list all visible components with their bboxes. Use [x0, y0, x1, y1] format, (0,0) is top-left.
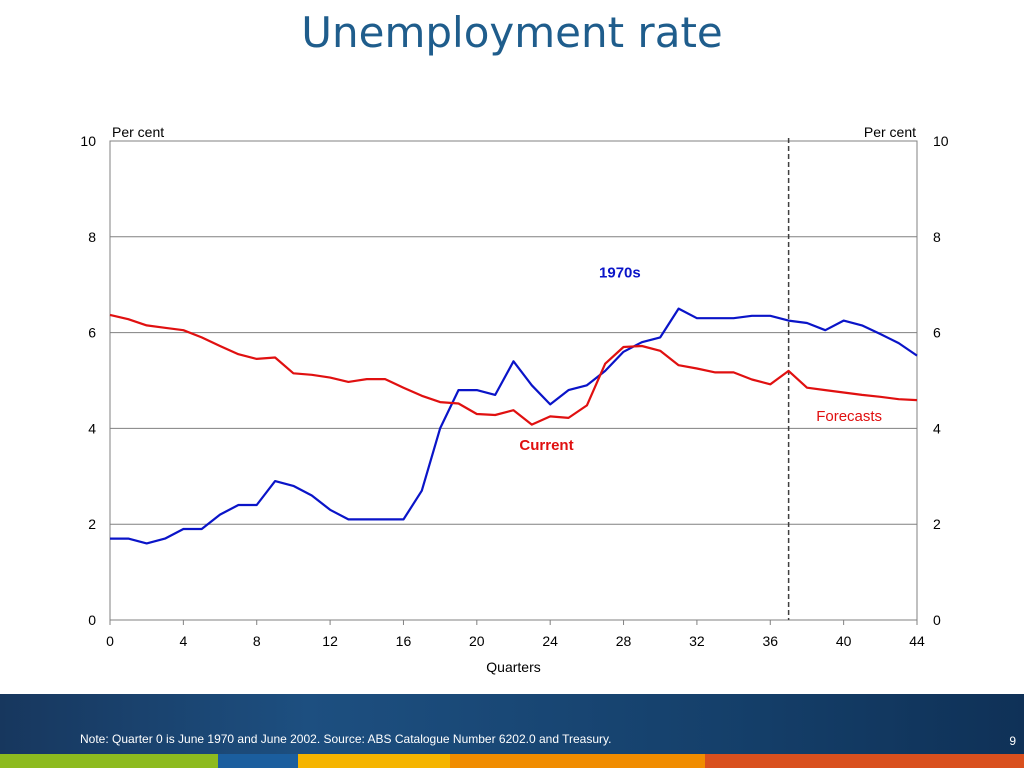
x-tick-label: 24	[542, 633, 558, 649]
stripe-segment	[450, 754, 705, 768]
series-lines	[109, 307, 918, 545]
footer-bar: Note: Quarter 0 is June 1970 and June 20…	[0, 694, 1024, 754]
y-axis-label-left: Per cent	[112, 124, 164, 140]
stripe-segment	[0, 754, 218, 768]
unemployment-line-chart: 0 02 24 46 68 810 100 4 8 12 16 20 24 28 32 36 40 44 Per …	[80, 124, 948, 675]
footer-color-stripe	[0, 754, 1024, 768]
slide-title: Unemployment rate	[301, 8, 723, 57]
x-tick-label: 20	[469, 633, 485, 649]
annotation-label: Current	[519, 437, 573, 454]
y-tick-label-right: 4	[933, 420, 941, 436]
y-axis-label-right: Per cent	[864, 124, 916, 140]
series-line-0	[110, 307, 918, 545]
y-tick-label-right: 2	[933, 516, 941, 532]
series-line-1	[109, 313, 918, 426]
x-tick-label: 32	[689, 633, 705, 649]
y-tick-label-left: 6	[88, 325, 96, 341]
x-tick-label: 12	[322, 633, 338, 649]
page-number: 9	[1009, 734, 1016, 748]
x-tick-label: 0	[106, 633, 114, 649]
y-tick-label-left: 0	[88, 612, 96, 628]
x-tick-label: 4	[179, 633, 187, 649]
y-tick-label-right: 8	[933, 229, 941, 245]
y-tick-label-left: 2	[88, 516, 96, 532]
gridlines	[110, 236, 917, 525]
x-tick-label: 8	[253, 633, 261, 649]
annotation-label: 1970s	[599, 265, 641, 282]
y-tick-label-left: 10	[80, 133, 96, 149]
stripe-segment	[218, 754, 298, 768]
footer-note: Note: Quarter 0 is June 1970 and June 20…	[80, 732, 612, 746]
stripe-segment	[705, 754, 1024, 768]
y-tick-label-left: 8	[88, 229, 96, 245]
y-tick-label-right: 10	[933, 133, 949, 149]
annotation-label: Forecasts	[816, 408, 882, 425]
annotations: 1970s Current Forecasts	[519, 265, 882, 454]
axis-ticks: 0 02 24 46 68 810 100 4 8 12 16 20 24 28 32 36 40 44	[80, 133, 948, 649]
stripe-segment	[298, 754, 450, 768]
y-tick-label-left: 4	[88, 420, 96, 436]
plot-frame	[109, 140, 918, 621]
y-tick-label-right: 6	[933, 325, 941, 341]
y-tick-label-right: 0	[933, 612, 941, 628]
x-tick-label: 16	[396, 633, 412, 649]
x-tick-label: 44	[909, 633, 925, 649]
x-tick-label: 40	[836, 633, 852, 649]
x-axis-label: Quarters	[486, 659, 540, 675]
x-tick-label: 36	[762, 633, 778, 649]
x-tick-label: 28	[616, 633, 632, 649]
